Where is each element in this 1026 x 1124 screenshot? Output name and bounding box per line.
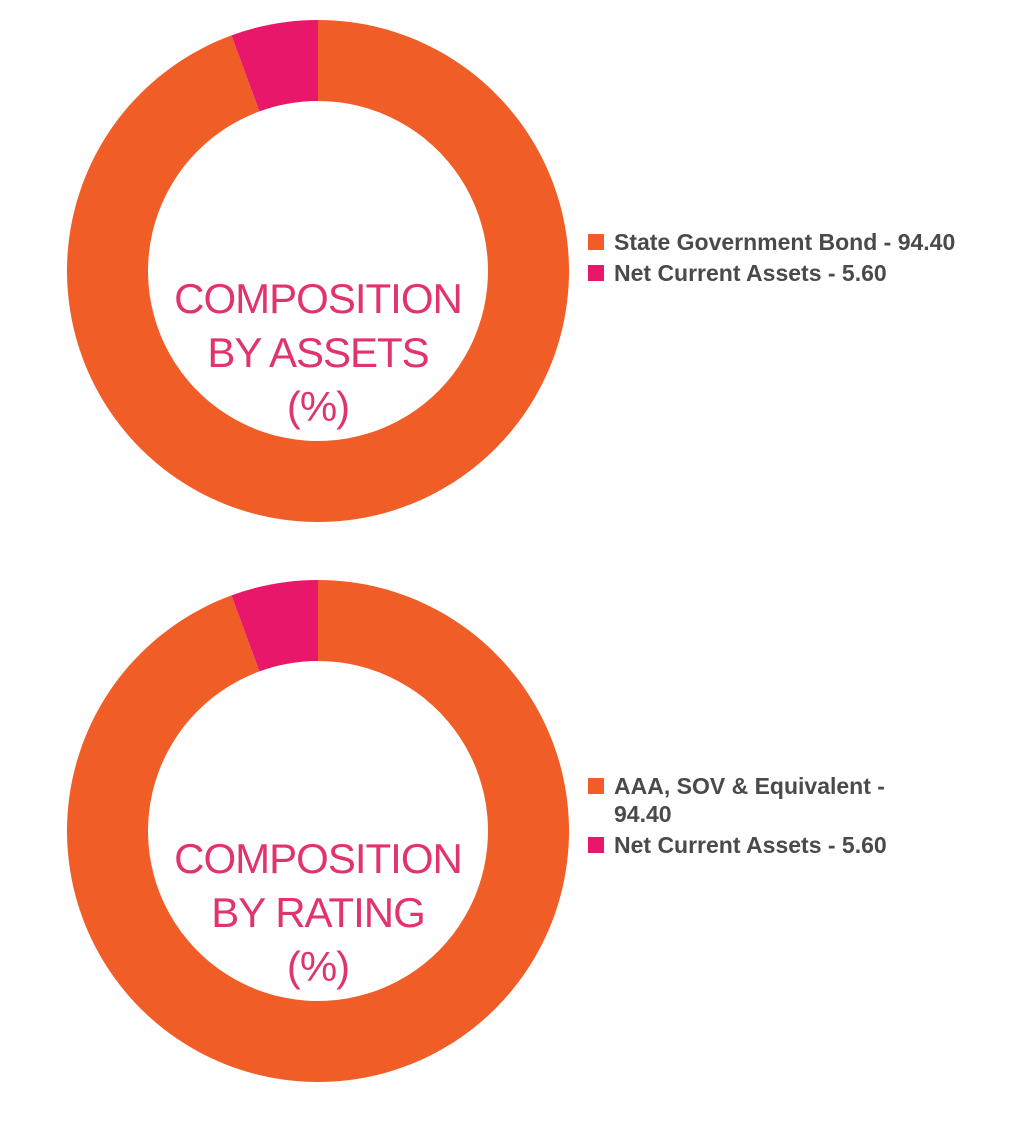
legend-swatch-secondary — [588, 837, 604, 853]
chart-title-line-3: (%) — [286, 943, 350, 990]
legend-swatch-primary — [588, 234, 604, 250]
legend-swatch-primary — [588, 778, 604, 794]
donut-rating — [66, 580, 569, 1082]
legend-assets: State Government Bond - 94.40 Net Curren… — [588, 228, 988, 290]
donut-slice-secondary-slice — [231, 20, 318, 112]
chart-title-line-1: COMPOSITION — [174, 275, 463, 322]
legend-label: Net Current Assets - 5.60 — [614, 832, 887, 858]
legend-item-aaa-sov-equivalent: AAA, SOV & Equivalent - 94.40 — [588, 772, 914, 828]
chart-title-line-3: (%) — [286, 383, 350, 430]
donut-assets — [66, 20, 569, 522]
legend-rating: AAA, SOV & Equivalent - 94.40 Net Curren… — [588, 772, 988, 862]
donut-slice-primary-slice — [66, 20, 569, 522]
legend-label: Net Current Assets - 5.60 — [614, 260, 887, 286]
chart-title-rating: COMPOSITION BY RATING (%) — [163, 832, 473, 994]
composition-by-assets-chart: COMPOSITION BY ASSETS (%) State Governme… — [0, 0, 1026, 560]
composition-by-rating-chart: COMPOSITION BY RATING (%) AAA, SOV & Equ… — [0, 560, 1026, 1120]
legend-swatch-secondary — [588, 265, 604, 281]
chart-title-line-2: BY ASSETS — [207, 329, 429, 376]
chart-title-line-2: BY RATING — [211, 889, 426, 936]
chart-title-assets: COMPOSITION BY ASSETS (%) — [163, 272, 473, 434]
donut-slice-primary-slice — [66, 580, 569, 1082]
legend-item-net-current-assets: Net Current Assets - 5.60 — [588, 259, 988, 287]
legend-label: State Government Bond - 94.40 — [614, 229, 956, 255]
legend-item-state-government-bond: State Government Bond - 94.40 — [588, 228, 988, 256]
legend-item-net-current-assets: Net Current Assets - 5.60 — [588, 831, 988, 859]
chart-title-line-1: COMPOSITION — [174, 835, 463, 882]
legend-label: AAA, SOV & Equivalent - 94.40 — [614, 773, 885, 827]
donut-slice-secondary-slice — [231, 580, 318, 672]
